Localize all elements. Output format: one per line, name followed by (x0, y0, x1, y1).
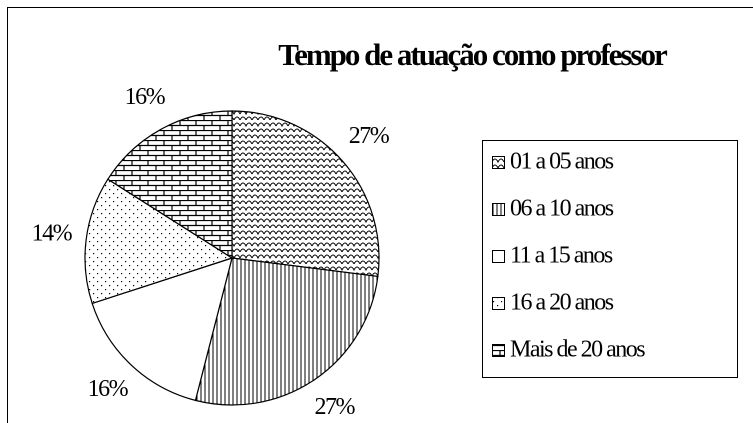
legend-label: 11 a 15 anos (510, 243, 613, 269)
legend-swatch (492, 297, 505, 310)
pie-slice (107, 110, 233, 260)
legend-swatch (492, 203, 505, 216)
legend-label: 16 a 20 anos (510, 290, 614, 316)
pie-slice (194, 257, 379, 406)
legend-label: 01 a 05 anos (510, 149, 614, 175)
pie-slice (91, 257, 233, 402)
legend-swatch (492, 344, 505, 357)
legend-box (482, 140, 738, 378)
legend-swatch (492, 156, 505, 169)
data-label: 27% (315, 394, 356, 420)
legend-label: 06 a 10 anos (510, 196, 614, 222)
pie: 27% 27% 16% 14% 16% (32, 84, 392, 420)
data-label: 16% (88, 376, 129, 402)
pie-slice (84, 178, 234, 305)
legend: 01 a 05 anos 06 a 10 anos 11 a 15 anos 16 a… (492, 149, 647, 363)
chart-title: Tempo de atuação como professor (278, 37, 668, 72)
legend-swatch (492, 250, 505, 263)
data-label: 16% (125, 84, 166, 110)
data-label: 14% (32, 221, 73, 247)
legend-label: Mais de 20 anos (510, 337, 645, 363)
pie-slice (231, 110, 380, 278)
data-label: 27% (349, 123, 390, 149)
